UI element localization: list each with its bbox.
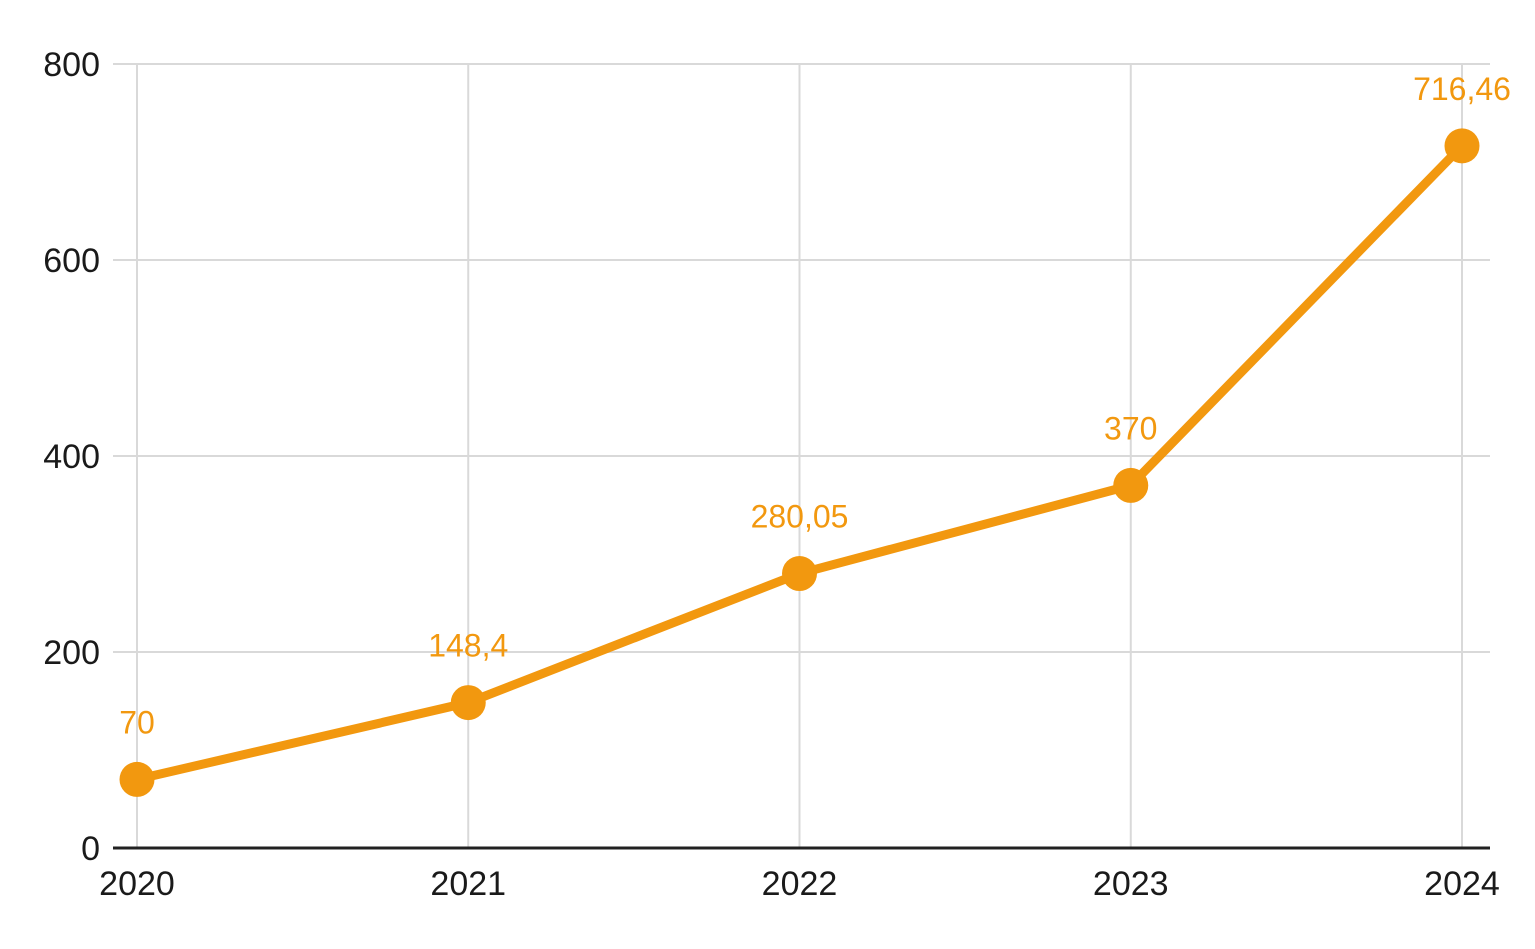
data-label: 370 xyxy=(1104,410,1157,446)
y-axis-tick-label: 800 xyxy=(43,46,100,84)
x-axis-tick-label: 2022 xyxy=(762,865,838,903)
y-axis-tick-label: 0 xyxy=(81,830,100,868)
x-axis-tick-label: 2023 xyxy=(1093,865,1169,903)
y-axis-tick-label: 400 xyxy=(43,438,100,476)
y-axis-tick-label: 200 xyxy=(43,634,100,672)
x-axis-tick-label: 2021 xyxy=(430,865,506,903)
data-point xyxy=(450,685,486,721)
data-label: 70 xyxy=(119,704,155,740)
x-axis-tick-label: 2020 xyxy=(99,865,175,903)
x-axis-tick-label: 2024 xyxy=(1424,865,1500,903)
data-point xyxy=(119,761,155,797)
data-label: 716,46 xyxy=(1413,71,1511,107)
data-label: 148,4 xyxy=(428,628,508,664)
data-point xyxy=(1113,467,1149,503)
data-label: 280,05 xyxy=(751,499,849,535)
y-axis-tick-label: 600 xyxy=(43,242,100,280)
data-point xyxy=(782,556,817,592)
data-point xyxy=(1444,128,1480,164)
